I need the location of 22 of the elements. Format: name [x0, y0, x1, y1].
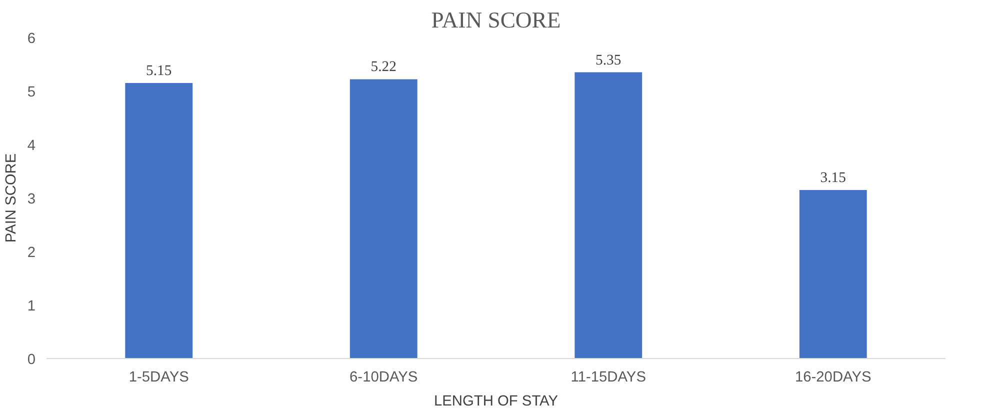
data-label: 5.35	[596, 52, 622, 68]
x-tick-label: 1-5DAYS	[128, 370, 190, 386]
bar	[799, 190, 867, 358]
y-tick-label: 6	[27, 31, 36, 47]
bar	[350, 79, 418, 358]
bar	[125, 82, 193, 358]
y-axis-title: PAIN SCORE	[3, 153, 20, 243]
data-label: 3.15	[820, 170, 846, 186]
y-tick-label: 2	[27, 245, 36, 261]
y-tick-label: 5	[27, 84, 36, 100]
x-tick-label: 11-15DAYS	[570, 370, 646, 386]
y-tick-label: 4	[27, 138, 36, 154]
data-label: 5.15	[146, 62, 172, 79]
y-tick-label: 1	[27, 298, 36, 314]
y-tick-label: 0	[27, 352, 36, 368]
x-tick-label: 6-10DAYS	[350, 370, 418, 386]
x-tick-label: 16-20DAYS	[794, 370, 872, 386]
chart-title: PAIN SCORE	[431, 8, 561, 32]
y-tick-label: 3	[27, 192, 36, 208]
x-axis-title: LENGTH OF STAY	[434, 394, 558, 410]
bar	[574, 72, 642, 358]
data-label: 5.22	[370, 59, 396, 76]
